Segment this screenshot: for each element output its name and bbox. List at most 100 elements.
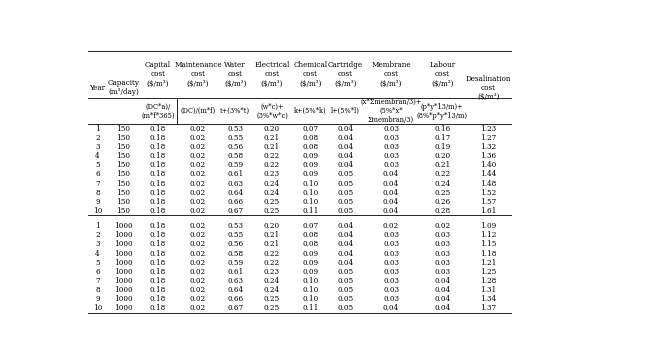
Text: 0.63: 0.63 [227,277,243,285]
Text: 0.22: 0.22 [264,161,280,169]
Text: 150: 150 [116,189,130,197]
Text: 0.18: 0.18 [150,189,166,197]
Text: 0.25: 0.25 [434,189,450,197]
Text: 0.64: 0.64 [227,286,243,294]
Text: 0.05: 0.05 [337,207,353,215]
Text: 0.09: 0.09 [302,249,319,257]
Text: 0.18: 0.18 [150,134,166,142]
Text: 1.61: 1.61 [480,207,496,215]
Text: 0.03: 0.03 [383,295,399,303]
Text: 0.03: 0.03 [383,152,399,160]
Text: 9: 9 [95,295,100,303]
Text: 0.03: 0.03 [434,259,450,266]
Text: 0.04: 0.04 [337,259,353,266]
Text: 0.04: 0.04 [337,240,353,248]
Text: 0.61: 0.61 [227,268,243,276]
Text: 0.22: 0.22 [434,170,450,178]
Text: 2: 2 [95,134,100,142]
Text: Maintenance
cost
($/m³): Maintenance cost ($/m³) [174,61,222,87]
Text: (p*y*13/m)+
(8%*p*y*13/m): (p*y*13/m)+ (8%*p*y*13/m) [417,102,468,120]
Text: 0.02: 0.02 [190,207,206,215]
Text: Membrane
cost
($/m³): Membrane cost ($/m³) [371,61,411,87]
Text: 1000: 1000 [114,277,133,285]
Text: 0.10: 0.10 [302,295,319,303]
Text: 0.03: 0.03 [434,249,450,257]
Text: 1.44: 1.44 [480,170,496,178]
Text: 0.05: 0.05 [337,170,353,178]
Text: 0.04: 0.04 [337,152,353,160]
Text: 0.25: 0.25 [264,198,280,206]
Text: 0.04: 0.04 [337,134,353,142]
Text: 0.02: 0.02 [190,249,206,257]
Text: 0.10: 0.10 [302,286,319,294]
Text: 0.18: 0.18 [150,161,166,169]
Text: 0.28: 0.28 [434,207,450,215]
Text: 0.59: 0.59 [227,161,243,169]
Text: 1000: 1000 [114,295,133,303]
Text: 1.34: 1.34 [480,295,496,303]
Text: 0.08: 0.08 [302,231,319,239]
Text: 0.04: 0.04 [434,295,450,303]
Text: 0.02: 0.02 [190,179,206,187]
Text: 0.04: 0.04 [383,179,399,187]
Text: 0.04: 0.04 [383,304,399,312]
Text: 0.61: 0.61 [227,170,243,178]
Text: Electrical
cost
($/m³): Electrical cost ($/m³) [255,61,290,87]
Text: 0.05: 0.05 [337,295,353,303]
Text: 1.31: 1.31 [480,286,496,294]
Text: 0.02: 0.02 [190,304,206,312]
Text: Cartridge
cost
($/m³): Cartridge cost ($/m³) [328,61,363,87]
Text: 0.02: 0.02 [190,240,206,248]
Text: 0.02: 0.02 [190,152,206,160]
Text: 0.55: 0.55 [227,231,243,239]
Text: 1000: 1000 [114,259,133,266]
Text: 1000: 1000 [114,240,133,248]
Text: (x*Σmembran/3)+
(5%*x*
Σmembran/3): (x*Σmembran/3)+ (5%*x* Σmembran/3) [360,98,422,124]
Text: 0.59: 0.59 [227,259,243,266]
Text: 0.18: 0.18 [150,304,166,312]
Text: 0.05: 0.05 [337,304,353,312]
Text: 1: 1 [95,222,100,230]
Text: 8: 8 [95,286,100,294]
Text: 0.04: 0.04 [383,207,399,215]
Text: 0.03: 0.03 [383,249,399,257]
Text: 0.24: 0.24 [434,179,450,187]
Text: 0.09: 0.09 [302,170,319,178]
Text: 1.52: 1.52 [480,189,496,197]
Text: 0.21: 0.21 [434,161,450,169]
Text: 0.67: 0.67 [227,304,243,312]
Text: 0.18: 0.18 [150,179,166,187]
Text: 7: 7 [95,277,100,285]
Text: Labour
cost
($/m³): Labour cost ($/m³) [430,61,456,87]
Text: 0.18: 0.18 [150,207,166,215]
Text: 0.18: 0.18 [150,143,166,151]
Text: 0.20: 0.20 [434,152,450,160]
Text: 0.24: 0.24 [264,179,280,187]
Text: 4: 4 [95,249,100,257]
Text: Desalination
cost
($/m³): Desalination cost ($/m³) [466,75,511,101]
Text: 0.22: 0.22 [264,249,280,257]
Text: t+(3%*t): t+(3%*t) [220,107,250,115]
Text: 150: 150 [116,207,130,215]
Text: 0.18: 0.18 [150,170,166,178]
Text: 0.08: 0.08 [302,143,319,151]
Text: 0.53: 0.53 [227,222,243,230]
Text: 7: 7 [95,179,100,187]
Text: k+(5%*k): k+(5%*k) [294,107,327,115]
Text: 0.02: 0.02 [190,259,206,266]
Text: 0.25: 0.25 [264,207,280,215]
Text: 1: 1 [95,125,100,133]
Text: 0.05: 0.05 [337,189,353,197]
Text: 0.03: 0.03 [383,134,399,142]
Text: 0.08: 0.08 [302,134,319,142]
Text: 0.22: 0.22 [264,152,280,160]
Text: 0.09: 0.09 [302,268,319,276]
Text: 0.66: 0.66 [227,295,243,303]
Text: 0.02: 0.02 [190,295,206,303]
Text: 0.10: 0.10 [302,189,319,197]
Text: 0.25: 0.25 [264,304,280,312]
Text: 0.23: 0.23 [264,268,280,276]
Text: 6: 6 [95,170,100,178]
Text: 0.04: 0.04 [337,231,353,239]
Text: 0.05: 0.05 [337,277,353,285]
